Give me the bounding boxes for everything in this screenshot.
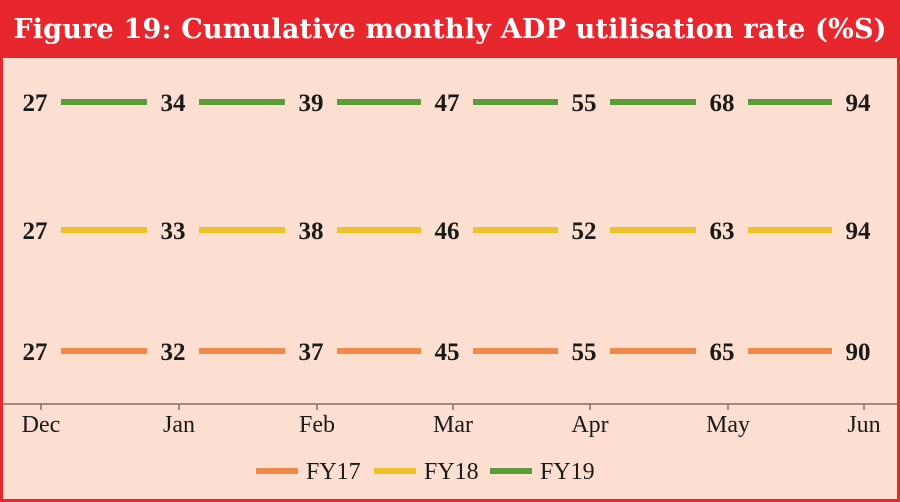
fy19-data-label: 39 bbox=[299, 90, 324, 117]
x-tick-label: Feb bbox=[299, 412, 335, 438]
fy19-data-label: 94 bbox=[846, 90, 872, 117]
fy17-data-label: 37 bbox=[299, 339, 324, 366]
plot-area: 27 34 39 47 55 68 94 27 33 38 46 52 63 94 27 32 37 45 55 65… bbox=[3, 58, 897, 499]
fy17-data-label: 27 bbox=[23, 339, 48, 366]
line-chart: 27 34 39 47 55 68 94 27 33 38 46 52 63 94 27 32 37 45 55 65… bbox=[3, 90, 897, 485]
x-tick-label: Apr bbox=[571, 412, 608, 438]
fy19-data-label: 27 bbox=[23, 90, 48, 117]
fy19-data-label: 47 bbox=[435, 90, 460, 117]
x-tick-label: Mar bbox=[433, 412, 473, 438]
fy19-data-label: 68 bbox=[710, 90, 735, 117]
fy18-data-label: 52 bbox=[572, 218, 597, 245]
fy18-data-label: 27 bbox=[23, 218, 48, 245]
x-tick-label: Jun bbox=[847, 412, 880, 438]
fy18-data-label: 63 bbox=[710, 218, 735, 245]
fy17-data-label: 65 bbox=[710, 339, 735, 366]
fy17-data-label: 45 bbox=[435, 339, 460, 366]
fy19-data-label: 55 bbox=[572, 90, 597, 117]
fy18-data-label: 33 bbox=[161, 218, 186, 245]
fy18-data-label: 94 bbox=[846, 218, 872, 245]
x-tick-label: May bbox=[706, 412, 750, 438]
legend-label-fy18: FY18 bbox=[424, 459, 479, 485]
x-tick-label: Jan bbox=[163, 412, 195, 438]
fy17-data-label: 32 bbox=[161, 339, 186, 366]
legend-label-fy19: FY19 bbox=[540, 459, 595, 485]
fy17-data-label: 90 bbox=[846, 339, 871, 366]
legend-label-fy17: FY17 bbox=[306, 459, 361, 485]
fy19-data-label: 34 bbox=[161, 90, 187, 117]
chart-title: Figure 19: Cumulative monthly ADP utilis… bbox=[13, 13, 887, 45]
fy18-data-label: 46 bbox=[435, 218, 460, 245]
x-tick-label: Dec bbox=[22, 412, 61, 438]
fy18-data-label: 38 bbox=[299, 218, 324, 245]
fy17-data-label: 55 bbox=[572, 339, 597, 366]
